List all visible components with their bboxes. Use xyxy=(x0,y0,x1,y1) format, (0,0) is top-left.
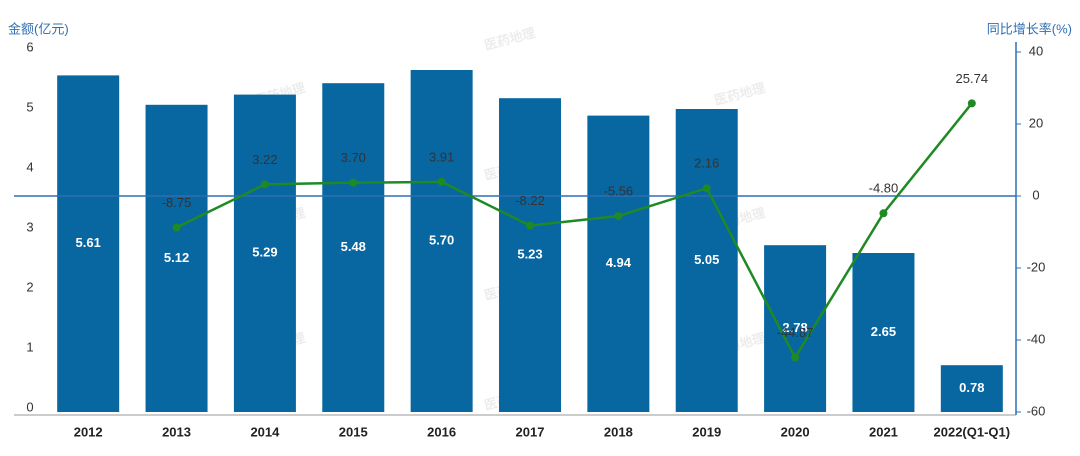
bar-value-label: 5.23 xyxy=(517,247,542,262)
y-tick-label: 6 xyxy=(26,39,33,54)
y-tick-label: 4 xyxy=(26,159,33,174)
line-value-label: 3.22 xyxy=(252,152,277,167)
bar xyxy=(587,115,650,412)
line-value-label: 3.91 xyxy=(429,149,454,164)
y-tick-label: 1 xyxy=(26,339,33,354)
x-tick-label: 2021 xyxy=(869,424,898,439)
bar-value-label: 5.29 xyxy=(252,245,277,260)
x-tick-label: 2012 xyxy=(74,424,103,439)
bar xyxy=(499,98,561,412)
line-point xyxy=(702,184,711,193)
line-point xyxy=(526,221,534,230)
x-tick-label: 2014 xyxy=(250,424,280,439)
y-tick-label: 2 xyxy=(26,279,33,294)
line-point xyxy=(172,223,181,232)
line-value-label: -4.80 xyxy=(869,181,899,196)
x-tick-label: 2019 xyxy=(692,424,721,439)
line-value-label: 25.74 xyxy=(956,71,989,86)
y2-axis-title: 同比增长率(%) xyxy=(987,21,1072,36)
y2-tick-label: -20 xyxy=(1027,259,1046,274)
y2-tick-label: -60 xyxy=(1027,403,1046,418)
x-tick-label: 2015 xyxy=(339,424,368,439)
watermark: 医药地理 xyxy=(713,80,767,108)
line-value-label: -8.22 xyxy=(515,193,545,208)
bar xyxy=(675,109,738,412)
x-tick-label: 2016 xyxy=(427,424,456,439)
line-point xyxy=(349,178,358,187)
line xyxy=(175,102,973,361)
bar-value-label: 5.48 xyxy=(341,239,366,254)
line-value-label: -8.75 xyxy=(162,195,192,210)
line-value-label: -44.87 xyxy=(777,325,814,340)
x-tick-label: 2017 xyxy=(516,424,545,439)
y2-tick-label: -40 xyxy=(1027,331,1046,346)
x-tick-label: 2022(Q1-Q1) xyxy=(934,424,1011,439)
bar xyxy=(410,70,473,412)
x-tick-label: 2013 xyxy=(162,424,191,439)
bar-value-label: 5.61 xyxy=(76,235,101,250)
y2-tick-label: 20 xyxy=(1029,115,1043,130)
bar-value-label: 2.65 xyxy=(871,324,896,339)
bar-value-label: 5.70 xyxy=(429,232,454,247)
y-tick-label: 3 xyxy=(26,219,33,234)
y-axis-title: 金额(亿元) xyxy=(8,21,69,36)
bar-value-label: 0.78 xyxy=(959,380,984,395)
y2-tick-label: 40 xyxy=(1029,43,1043,58)
line-point xyxy=(967,99,976,108)
x-tick-label: 2018 xyxy=(604,424,633,439)
watermark: 医药地理 xyxy=(483,25,537,53)
line-value-label: 3.70 xyxy=(341,150,366,165)
bar xyxy=(764,245,827,412)
line-point xyxy=(791,353,800,362)
line-point xyxy=(879,209,888,218)
line-point xyxy=(614,212,623,221)
bar xyxy=(940,365,1003,412)
bar xyxy=(57,75,120,413)
line-point xyxy=(437,177,446,186)
y-tick-label: 5 xyxy=(26,99,33,114)
line-value-label: 2.16 xyxy=(694,156,719,171)
bar-value-label: 2.78 xyxy=(782,320,807,335)
bar xyxy=(145,104,208,413)
y2-tick-label: 0 xyxy=(1032,187,1039,202)
x-tick-label: 2020 xyxy=(781,424,810,439)
bar xyxy=(852,253,915,412)
line-value-label: -5.56 xyxy=(604,183,634,198)
bar xyxy=(233,94,296,412)
bar-value-label: 5.12 xyxy=(164,250,189,265)
bar-value-label: 4.94 xyxy=(606,255,632,270)
line-point xyxy=(260,180,269,189)
bar xyxy=(322,83,385,412)
y-tick-label: 0 xyxy=(26,399,33,414)
bar-value-label: 5.05 xyxy=(694,252,719,267)
